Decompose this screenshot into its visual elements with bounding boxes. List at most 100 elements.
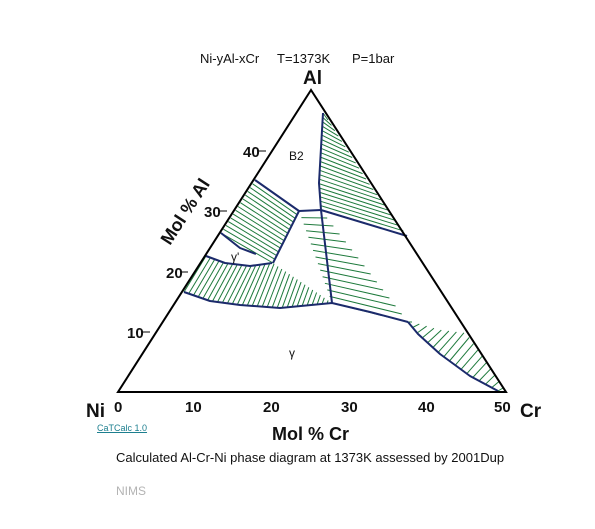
gamma-prime-upper-boundary — [220, 232, 257, 255]
tie-line-gamma-cr — [437, 331, 457, 353]
tie-line-gamma-cr — [427, 329, 442, 344]
tie-line-b2-gamma-prime — [247, 190, 294, 223]
tie-line-b2-cr — [321, 125, 339, 137]
tie-line-gamma-cr — [412, 323, 420, 328]
tie-line-gamma-prime-gamma — [241, 264, 261, 306]
corner-label-ni: Ni — [86, 401, 105, 422]
tie-line-b2-gamma — [322, 276, 384, 291]
tie-line-gamma-prime-gamma — [236, 264, 257, 305]
left-tick-40: 40 — [243, 144, 260, 161]
tie-line-b2-cr — [321, 130, 343, 142]
tie-line-b2-gamma-prime — [245, 194, 292, 227]
tie-line-b2-cr — [322, 121, 336, 132]
tie-line-b2-cr — [321, 139, 350, 153]
tie-line-b2-cr — [319, 178, 381, 201]
tie-line-b2-cr — [322, 117, 332, 126]
tie-line-b2-cr — [320, 147, 356, 164]
bottom-tick-10: 10 — [185, 399, 202, 416]
tie-line-gamma-cr — [443, 332, 465, 358]
tie-line-gamma-prime-gamma — [316, 294, 321, 305]
tie-line-b2-cr — [319, 174, 378, 196]
tie-line-gamma-prime-gamma — [296, 284, 306, 307]
corner-label-cr: Cr — [520, 401, 542, 422]
tie-line-b2-gamma-prime — [240, 202, 289, 234]
phase-label-gamma: γ — [289, 346, 295, 360]
tie-line-b2-gamma — [315, 256, 365, 267]
tie-line-gamma-cr — [432, 330, 450, 348]
tie-line-gamma-prime-gamma — [231, 265, 252, 305]
tie-line-gamma-prime-gamma — [197, 260, 220, 298]
tie-line-gamma-prime-gamma — [281, 276, 294, 308]
phase-label-b2: B2 — [289, 149, 304, 163]
temperature-label: T=1373K — [277, 51, 330, 66]
triangle-frame — [116, 88, 508, 393]
tie-line-b2-gamma-prime — [220, 232, 274, 264]
tie-line-b2-gamma — [310, 243, 353, 251]
tie-line-gamma-cr — [466, 355, 483, 375]
tie-line-b2-cr — [319, 169, 374, 190]
tie-line-gamma-prime-gamma — [311, 292, 318, 306]
left-tick-30: 30 — [204, 204, 221, 221]
bottom-tick-0: 0 — [114, 399, 122, 416]
b2-boundary — [318, 112, 408, 237]
bottom-tick-50: 50 — [494, 399, 511, 416]
tie-line-gamma-prime-gamma — [251, 263, 271, 307]
bottom-tick-40: 40 — [418, 399, 435, 416]
left-axis-ticks — [143, 150, 266, 333]
tie-line-b2-gamma — [329, 295, 402, 315]
pressure-label: P=1bar — [352, 51, 395, 66]
tie-line-gamma-prime-gamma — [261, 266, 279, 307]
gamma-right-boundary — [407, 321, 499, 392]
tie-line-gamma-prime-gamma — [207, 263, 229, 301]
bottom-tick-20: 20 — [263, 399, 280, 416]
tie-line-gamma-cr — [454, 343, 474, 366]
tie-line-gamma-prime-gamma — [266, 268, 283, 308]
tie-line-gamma-cr — [491, 381, 500, 388]
phase-label-gamma-prime: γ' — [231, 250, 239, 264]
tie-line-gamma-prime-gamma — [246, 263, 266, 306]
tie-line-gamma-cr — [472, 362, 487, 378]
tie-line-b2-gamma-prime — [235, 209, 285, 242]
tie-line-gamma-prime-gamma — [256, 263, 275, 307]
tie-line-gamma-prime-gamma — [226, 265, 248, 304]
tie-line-gamma-prime-gamma — [212, 263, 234, 302]
tie-lines — [183, 112, 504, 392]
tie-line-gamma-prime-gamma — [276, 274, 290, 308]
tie-line-gamma-prime-gamma — [193, 258, 216, 296]
tie-line-b2-cr — [321, 134, 346, 148]
tie-line-b2-gamma-prime — [223, 228, 276, 260]
tie-line-gamma-prime-gamma — [188, 257, 211, 294]
three-phase-edge-b — [320, 209, 333, 304]
tie-line-b2-gamma-prime — [249, 187, 296, 219]
software-label[interactable]: CaTCalc 1.0 — [97, 423, 148, 433]
tie-line-gamma-cr — [449, 337, 470, 362]
tie-line-b2-gamma — [313, 249, 359, 259]
bottom-tick-30: 30 — [341, 399, 358, 416]
tie-line-gamma-prime-gamma — [217, 264, 238, 303]
tie-line-b2-cr — [318, 183, 385, 206]
tie-line-gamma-cr — [460, 349, 479, 370]
phase-boundaries — [183, 112, 499, 392]
tie-line-gamma-prime-gamma — [306, 289, 314, 306]
tie-line-gamma-cr — [478, 368, 492, 382]
tie-line-b2-gamma-prime — [242, 198, 290, 231]
tie-line-b2-gamma — [327, 289, 396, 307]
tie-line-b2-cr — [320, 200, 400, 227]
bottom-axis-title: Mol % Cr — [272, 424, 349, 444]
tie-line-b2-cr — [320, 152, 360, 169]
source-footer: NIMS — [116, 484, 146, 498]
tie-line-b2-gamma-prime — [232, 213, 283, 245]
tie-line-gamma-cr — [421, 327, 435, 339]
gamma-lower-boundary — [183, 291, 409, 323]
tie-line-b2-gamma-prime — [252, 183, 298, 216]
tie-line-gamma-prime-gamma — [286, 279, 298, 308]
tie-line-b2-gamma-prime — [228, 221, 279, 253]
tie-line-b2-gamma-prime — [230, 217, 281, 249]
tie-line-b2-cr — [320, 205, 404, 232]
tie-line-gamma-cr — [485, 374, 496, 385]
tie-line-gamma-prime-gamma — [291, 281, 302, 307]
tie-line-gamma-prime-gamma — [301, 287, 310, 307]
tie-line-b2-cr — [319, 165, 370, 185]
tie-line-b2-gamma — [320, 269, 378, 283]
tie-line-b2-cr — [319, 191, 393, 216]
